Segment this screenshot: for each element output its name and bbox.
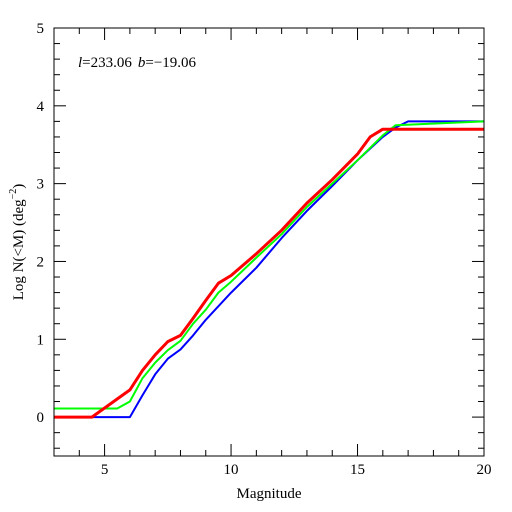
axis-ticks xyxy=(53,27,485,456)
l-value: =233.06 xyxy=(82,55,132,71)
y-axis-label-main: Log N(<M) (deg xyxy=(11,199,27,300)
b-symbol: b xyxy=(138,55,146,71)
y-tick-label: 2 xyxy=(37,254,45,270)
y-axis-label-sup: −2 xyxy=(8,189,19,200)
x-tick-label: 5 xyxy=(101,462,109,478)
series-line-1 xyxy=(54,120,484,419)
l-symbol: l xyxy=(78,55,82,71)
y-axis-label: Log N(<M) (deg−2) xyxy=(8,184,27,301)
coordinate-annotation: l=233.06 b=−19.06 xyxy=(78,55,197,71)
x-tick-label: 20 xyxy=(477,462,492,478)
series-layer xyxy=(54,120,485,419)
series-line-2 xyxy=(54,120,485,410)
x-tick-label: 10 xyxy=(224,462,239,478)
y-tick-label: 4 xyxy=(37,99,45,115)
y-tick-label: 1 xyxy=(37,332,45,348)
y-axis-label-close: ) xyxy=(11,184,27,189)
x-tick-label: 15 xyxy=(350,462,365,478)
x-axis-label: Magnitude xyxy=(237,486,302,502)
y-tick-label: 3 xyxy=(37,177,45,193)
y-tick-label: 0 xyxy=(37,410,45,426)
b-value: =−19.06 xyxy=(145,55,196,71)
tick-labels: 5 10 15 20 0 1 2 3 4 5 xyxy=(37,21,492,478)
y-tick-label: 5 xyxy=(37,21,45,37)
plot-frame xyxy=(53,27,485,457)
series-line-3 xyxy=(54,127,484,419)
